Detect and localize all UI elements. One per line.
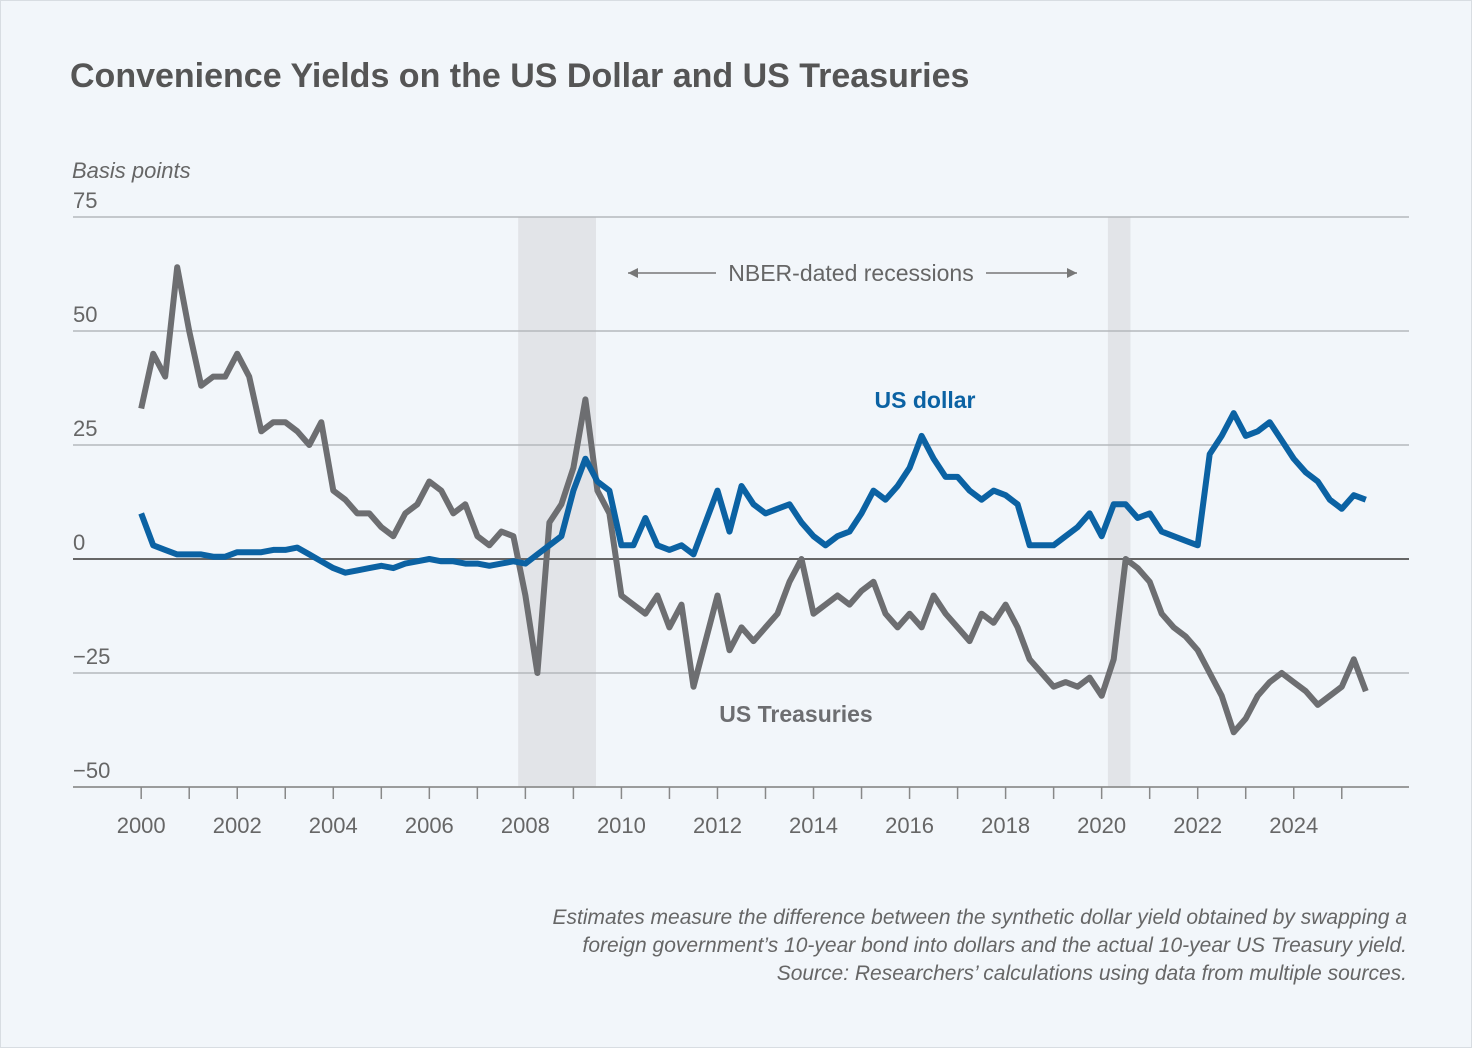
- series-label: US Treasuries: [719, 701, 872, 727]
- x-tick-label: 2022: [1173, 813, 1222, 838]
- y-tick-label: −50: [73, 758, 110, 783]
- y-tick-label: 25: [73, 416, 97, 441]
- recession-band: [518, 217, 596, 787]
- footnote: Source: Researchers’ calculations using …: [777, 962, 1407, 985]
- y-axis-label: Basis points: [72, 158, 191, 183]
- x-tick-label: 2010: [597, 813, 646, 838]
- footnote: Estimates measure the difference between…: [553, 906, 1408, 929]
- x-tick-label: 2002: [213, 813, 262, 838]
- x-tick-label: 2006: [405, 813, 454, 838]
- chart-title: Convenience Yields on the US Dollar and …: [70, 57, 969, 95]
- series-line: [138, 410, 1367, 576]
- x-tick-label: 2020: [1077, 813, 1126, 838]
- arrow-head: [1067, 268, 1077, 278]
- x-tick-label: 2016: [885, 813, 934, 838]
- arrow-head: [628, 268, 638, 278]
- footnote: foreign government’s 10-year bond into d…: [582, 934, 1407, 957]
- x-tick-label: 2014: [789, 813, 838, 838]
- y-tick-label: −25: [73, 644, 110, 669]
- y-tick-label: 0: [73, 530, 85, 555]
- x-tick-label: 2012: [693, 813, 742, 838]
- x-tick-label: 2000: [117, 813, 166, 838]
- x-tick-label: 2018: [981, 813, 1030, 838]
- series-line: [138, 264, 1369, 736]
- annotation: NBER-dated recessions: [728, 260, 973, 286]
- x-tick-label: 2024: [1269, 813, 1318, 838]
- y-tick-label: 75: [73, 188, 97, 213]
- x-tick-label: 2008: [501, 813, 550, 838]
- y-tick-label: 50: [73, 302, 97, 327]
- x-tick-label: 2004: [309, 813, 358, 838]
- series-label: US dollar: [875, 387, 976, 413]
